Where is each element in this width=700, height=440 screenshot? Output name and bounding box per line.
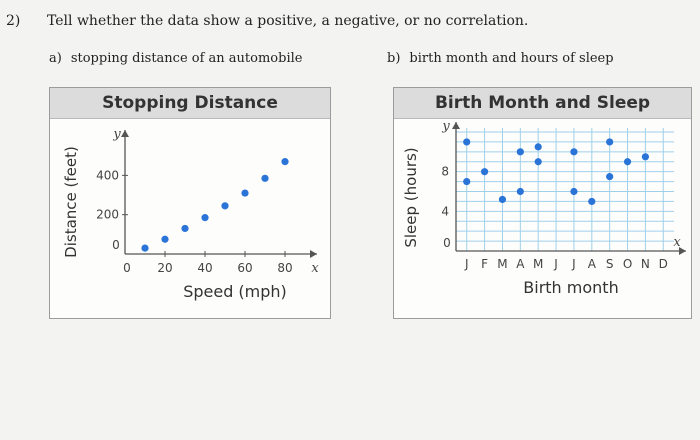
question-number: 2) [6, 13, 21, 29]
y-axis-variable: y [441, 119, 450, 134]
x-tick-label: J [553, 257, 558, 271]
data-point [498, 195, 507, 204]
y-tick-label: 4 [441, 204, 449, 218]
x-tick-label: 60 [237, 261, 252, 275]
data-point [606, 173, 614, 181]
data-point [281, 158, 289, 166]
x-tick-label: M [497, 257, 507, 271]
y-axis-arrow [452, 122, 460, 129]
y-axis-variable: y [112, 127, 121, 142]
data-point [141, 244, 149, 252]
data-point [463, 138, 471, 146]
data-point [623, 158, 632, 166]
x-tick-label: S [606, 257, 614, 271]
data-point [221, 202, 229, 210]
y-origin-label: 0 [443, 236, 451, 250]
x-tick-label: 40 [197, 261, 212, 275]
chart-title: Stopping Distance [50, 88, 330, 119]
part-a-text: stopping distance of an automobile [70, 51, 303, 66]
data-point [570, 187, 578, 196]
y-axis-arrow [121, 130, 129, 137]
part-b-letter: b) [387, 51, 401, 66]
x-axis-arrow [310, 250, 317, 258]
data-point [261, 174, 269, 182]
part-a-letter: a) [49, 51, 62, 66]
data-point [606, 138, 614, 146]
data-point [588, 197, 596, 206]
chart-title: Birth Month and Sleep [394, 88, 691, 119]
x-tick-label: 80 [277, 261, 292, 275]
data-point [463, 177, 471, 186]
x-tick-label: A [588, 257, 597, 271]
y-origin-label: 0 [112, 238, 120, 252]
part-b-text: birth month and hours of sleep [409, 51, 614, 66]
y-tick-label: 8 [441, 165, 449, 179]
x-tick-label: J [464, 257, 469, 271]
x-tick-label: N [641, 257, 650, 271]
x-tick-label: J [571, 257, 576, 271]
chart-svg-stopping-distance: 0 20 40 60 80 200 400 0 x y Speed (mph) Distance (f… [62, 127, 319, 301]
x-tick-label: O [623, 257, 632, 271]
x-axis-variable: x [673, 235, 681, 250]
data-point [570, 148, 578, 156]
part-b: b) birth month and hours of sleep [387, 51, 614, 66]
x-tick-label: A [516, 257, 525, 271]
data-point [534, 143, 542, 151]
data-point [241, 189, 249, 197]
chart-panel-stopping-distance: Stopping Distance 0 20 40 60 80 200 400 0 x y Spee… [49, 87, 331, 319]
x-axis-arrow [679, 247, 686, 255]
x-tick-label: 20 [157, 261, 172, 275]
part-a: a) stopping distance of an automobile [49, 51, 302, 66]
data-point [516, 187, 524, 196]
x-tick-label: D [659, 257, 668, 271]
x-axis-variable: x [311, 261, 319, 276]
data-point [480, 168, 489, 176]
question-text: Tell whether the data show a positive, a… [47, 13, 529, 29]
x-axis-title: Speed (mph) [183, 282, 287, 301]
data-point [161, 235, 169, 243]
y-tick-label: 400 [96, 168, 119, 182]
y-axis-title: Sleep (hours) [402, 147, 420, 247]
data-point [534, 158, 542, 166]
data-point [641, 153, 650, 161]
x-tick-label: 0 [123, 261, 131, 275]
data-point [516, 148, 524, 156]
x-axis-title: Birth month [523, 278, 618, 297]
data-point [181, 224, 189, 233]
y-axis-title: Distance (feet) [62, 146, 80, 258]
y-tick-label: 200 [96, 208, 119, 222]
x-tick-label: F [481, 257, 488, 271]
data-point [201, 214, 209, 222]
x-tick-label: M [533, 257, 543, 271]
